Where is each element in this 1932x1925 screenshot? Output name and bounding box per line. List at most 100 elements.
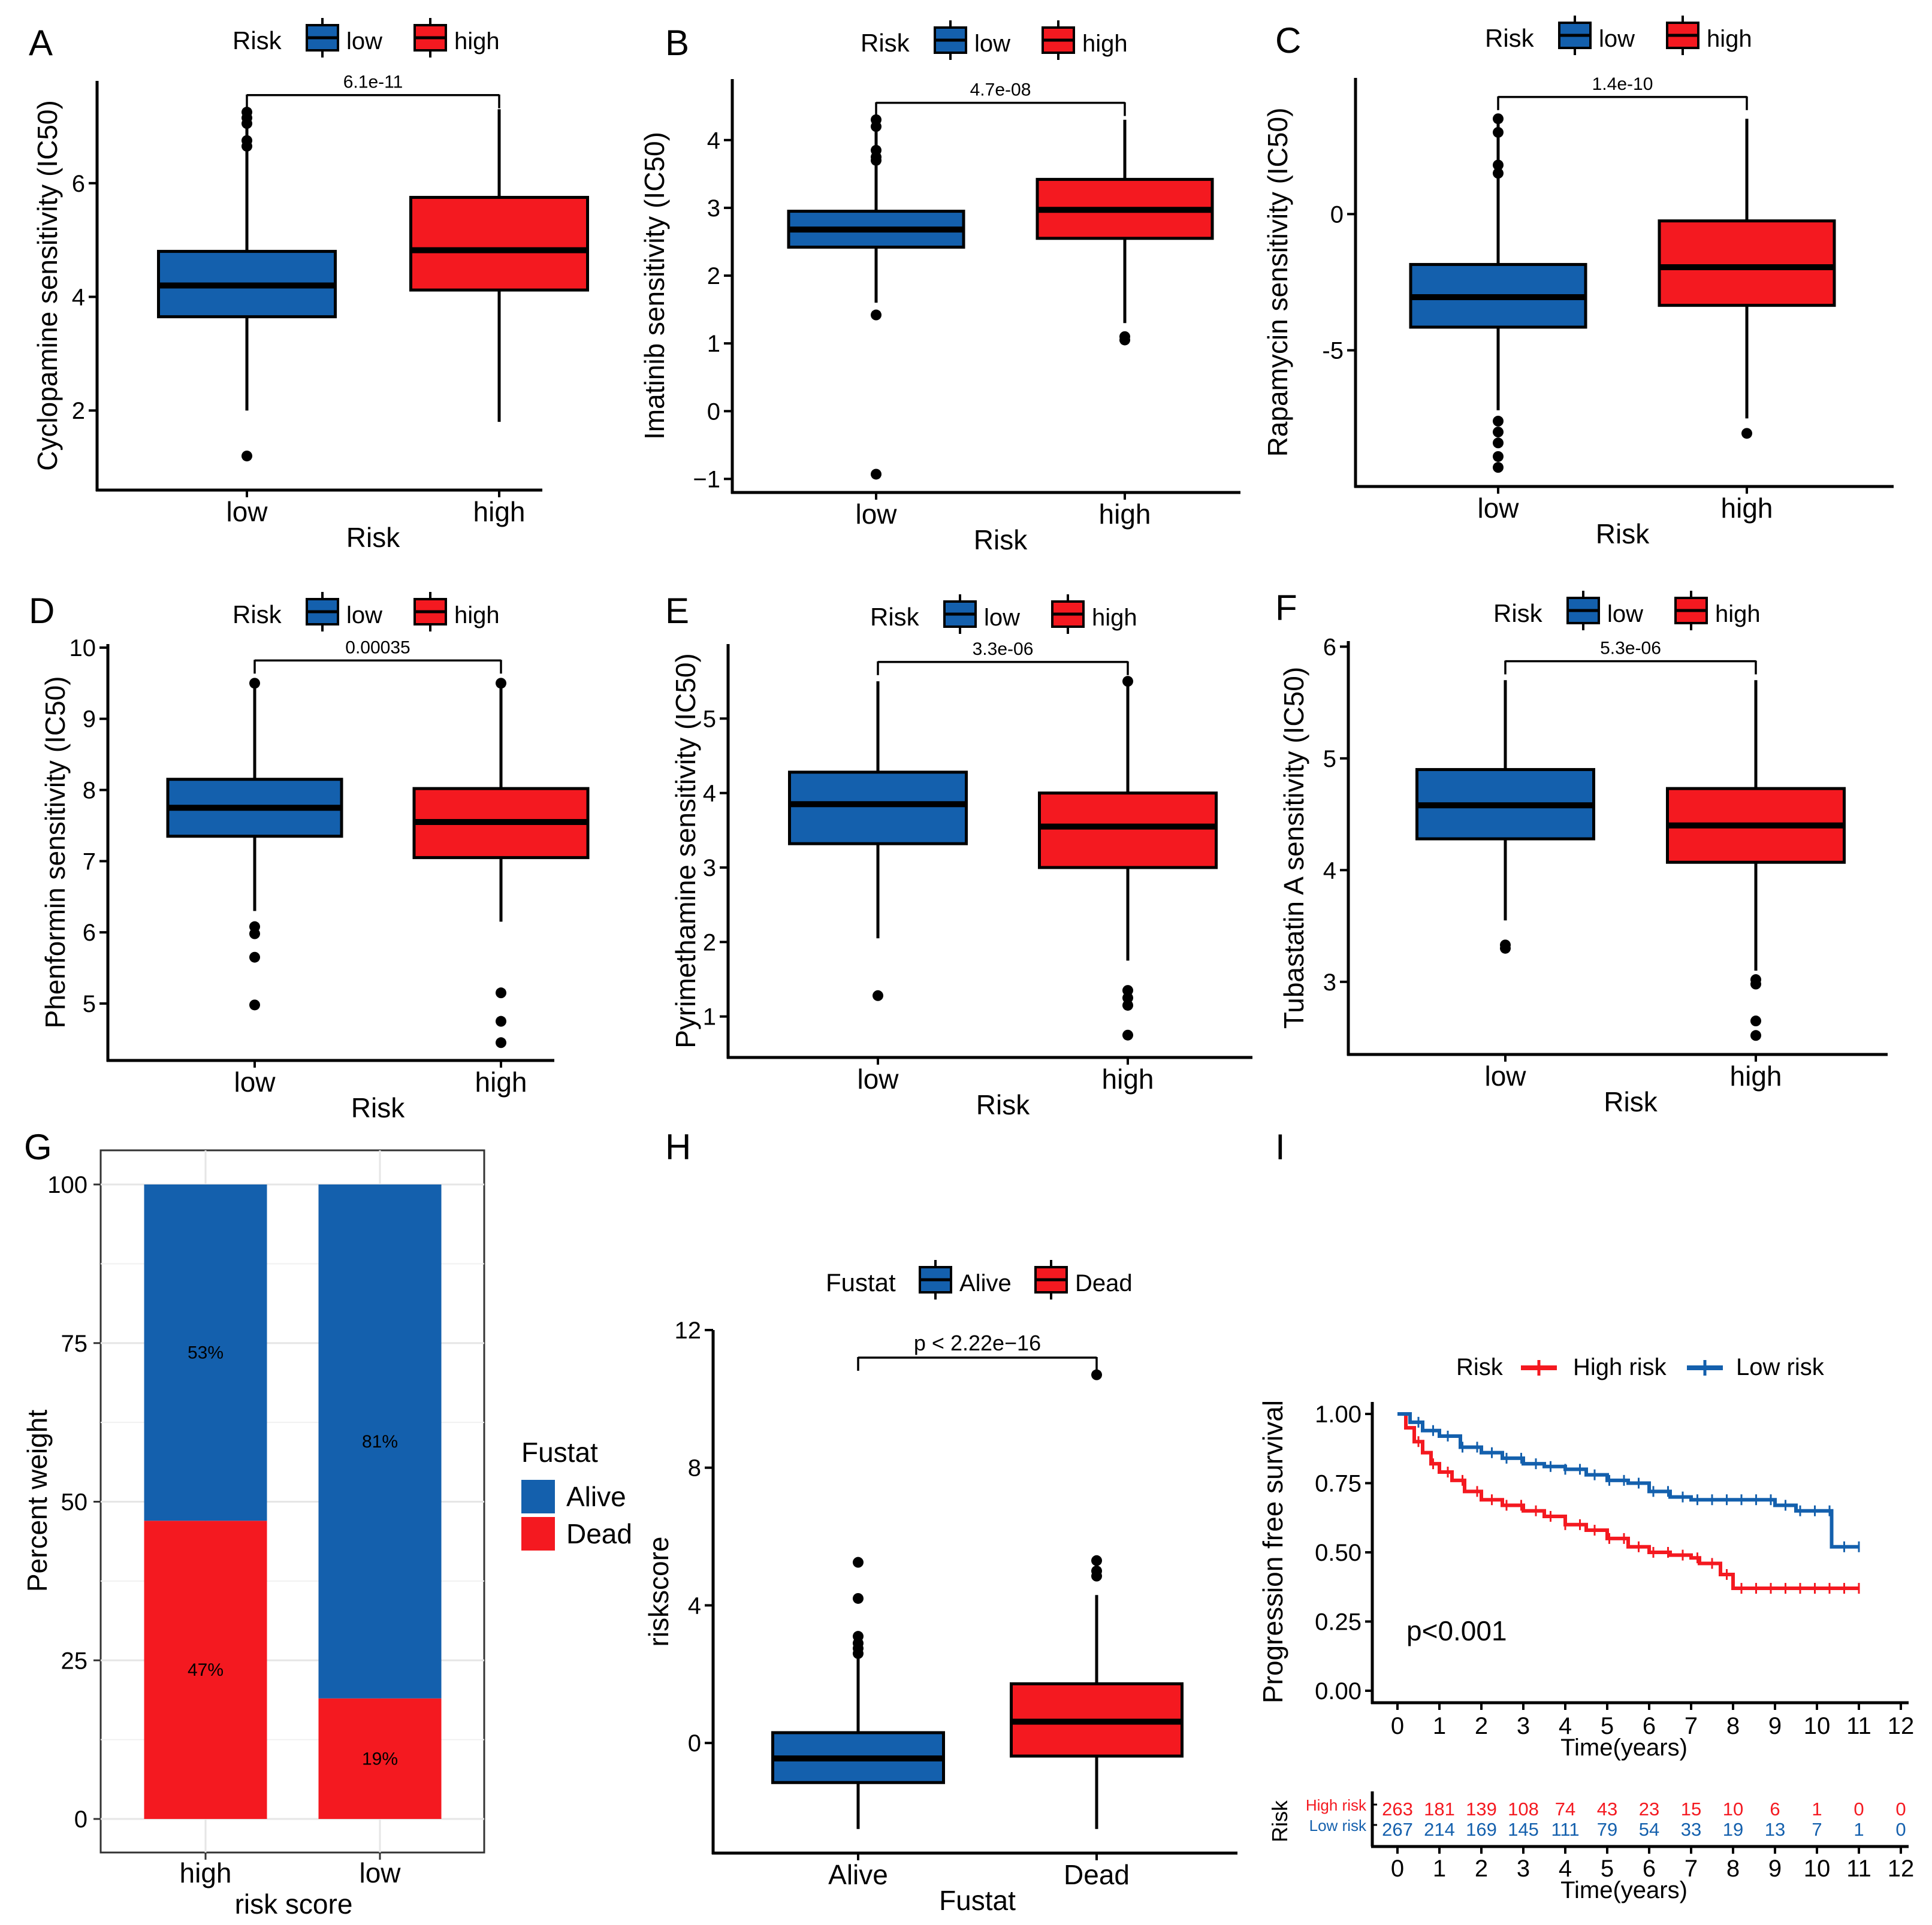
legend-label-high: high [1715, 601, 1761, 627]
y-tick-label: 1 [703, 1004, 716, 1031]
panel-letter: F [1275, 588, 1297, 628]
y-axis-label: Pyrimethamine sensitivity (IC50) [670, 653, 701, 1048]
legend-title: Fustat [826, 1268, 896, 1297]
legend-label-Dead: Dead [1075, 1270, 1133, 1297]
y-tick-label: 7 [83, 848, 96, 875]
x-tick-label: 11 [1846, 1713, 1871, 1739]
risk-count: 33 [1681, 1819, 1701, 1840]
risk-count: 214 [1424, 1819, 1455, 1840]
x-tick-label: 12 [1888, 1856, 1915, 1882]
panel-F: F Risk low high 3 4 5 6 Tubastatin A sensitivity… [1275, 588, 1888, 1117]
outlier-point [1493, 126, 1504, 138]
x-tick-label: 11 [1846, 1856, 1871, 1882]
x-tick-label: 9 [1768, 1856, 1782, 1882]
risk-count: 54 [1639, 1819, 1659, 1840]
pvalue-bracket: 1.4e-10 [1497, 74, 1748, 110]
pvalue-label: 6.1e-11 [343, 72, 403, 92]
x-axis-label: Fustat [939, 1885, 1016, 1916]
x-axis-label: Risk [346, 522, 400, 553]
x-tick-label: low [857, 1063, 899, 1095]
x-tick-label: 0 [1391, 1713, 1404, 1739]
panel-D: D Risk low high 5 6 7 8 9 10 Phenformin sensitivit… [29, 591, 590, 1123]
x-tick-label: 2 [1475, 1856, 1488, 1882]
x-tick-label: low [226, 496, 268, 527]
risk-table-row-name: High risk [1306, 1796, 1367, 1814]
pvalue-bracket: 6.1e-11 [246, 72, 500, 108]
risk-count: 15 [1681, 1799, 1701, 1820]
x-tick-label: 0 [1391, 1856, 1404, 1882]
y-tick-label: 10 [70, 635, 96, 661]
risk-count: 1 [1812, 1799, 1822, 1820]
risk-count: 0 [1853, 1799, 1864, 1820]
outlier-point [1493, 113, 1504, 125]
risk-count: 0 [1895, 1799, 1906, 1820]
box-high [1036, 119, 1214, 346]
y-tick-label: 12 [675, 1317, 702, 1344]
x-tick-label: high [1099, 498, 1151, 530]
pvalue-label: 4.7e-08 [970, 80, 1031, 100]
y-tick-label: 0.25 [1315, 1609, 1362, 1636]
risk-table: Risk High risk 263 181 139 108 74 43 23 15 10 6 1 0 0L… [1267, 1791, 1914, 1903]
outlier-point [1750, 1030, 1761, 1041]
risk-count: 0 [1895, 1819, 1906, 1840]
bar-high: 53% 47% [144, 1184, 267, 1819]
risk-count: 267 [1382, 1819, 1413, 1840]
box-low [1415, 680, 1595, 954]
bar-low: 81% 19% [318, 1184, 442, 1819]
legend-label-high: high [1082, 31, 1128, 57]
y-tick-label: 6 [1323, 634, 1336, 660]
outlier-point [496, 1037, 506, 1048]
risk-count: 10 [1723, 1799, 1743, 1820]
pvalue-label: 5.3e-06 [1600, 639, 1661, 658]
outlier-point [249, 951, 260, 963]
risk-count: 6 [1770, 1799, 1780, 1820]
x-axis-label: Risk [1604, 1086, 1658, 1117]
x-axis-label: Risk [976, 1089, 1030, 1120]
y-tick-label: 0 [74, 1806, 87, 1833]
outlier-point [1500, 942, 1511, 954]
x-tick-label: 12 [1888, 1713, 1915, 1739]
y-axis-label: Phenformin sensitivity (IC50) [40, 676, 71, 1029]
bar-label-alive: 81% [362, 1432, 398, 1452]
outlier-point [1122, 1029, 1133, 1041]
pvalue-bracket: 3.3e-06 [877, 639, 1129, 675]
outlier-point [871, 121, 882, 132]
risk-count: 43 [1597, 1799, 1617, 1820]
panel-letter: D [29, 591, 55, 631]
panel-H: H Fustat Alive Dead 0 4 8 12 riskscore Alive Dead F… [643, 1127, 1237, 1916]
outlier-point [853, 1557, 864, 1568]
outlier-point [249, 678, 260, 689]
box-body [1658, 219, 1836, 307]
y-axis-label: Progression free survival [1257, 1400, 1288, 1703]
y-tick-label: 3 [707, 195, 720, 222]
legend-label-low: low [346, 28, 382, 55]
y-axis-label: Tubastatin A sensitivity (IC50) [1278, 667, 1309, 1029]
legend-title: Risk [233, 600, 282, 628]
outlier-point [1122, 999, 1133, 1011]
outlier-point [871, 155, 882, 166]
y-tick-label: 5 [1323, 746, 1336, 772]
legend-swatch-alive [521, 1480, 555, 1513]
panel-letter: I [1275, 1127, 1285, 1167]
y-tick-label: 9 [83, 706, 96, 733]
box-high [1038, 676, 1218, 1041]
outlier-point [1091, 1555, 1102, 1566]
y-tick-label: 4 [703, 781, 716, 807]
outlier-point [1493, 415, 1504, 427]
y-tick-label: 2 [707, 263, 720, 289]
x-tick-label: 4 [1559, 1713, 1572, 1739]
legend-swatch-dead [521, 1517, 555, 1551]
risk-count: 108 [1508, 1799, 1539, 1820]
panel-letter: A [29, 23, 53, 63]
x-tick-label: high [473, 496, 526, 527]
x-axis-label: Risk [1596, 518, 1650, 549]
y-tick-label: 5 [703, 706, 716, 732]
outlier-point [1493, 451, 1504, 462]
outlier-point [1122, 676, 1133, 687]
x-tick-label: high [1730, 1060, 1782, 1092]
y-tick-label: 6 [83, 920, 96, 946]
outlier-point [1122, 985, 1133, 996]
outlier-point [1122, 992, 1133, 1004]
y-tick-label: 0 [1330, 201, 1344, 228]
legend-title: Risk [870, 603, 920, 631]
